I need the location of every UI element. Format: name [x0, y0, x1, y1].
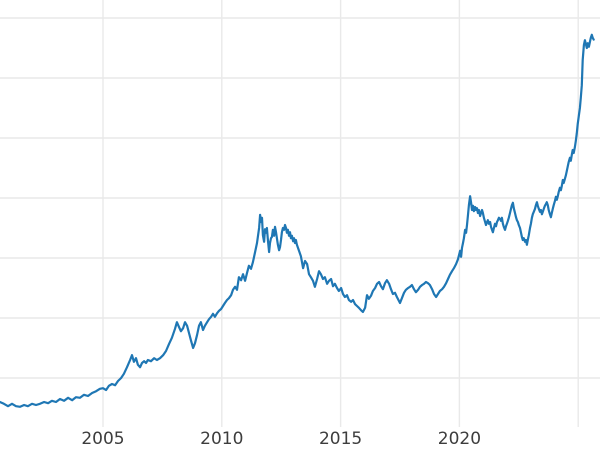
x-tick-label: 2005 — [81, 429, 124, 449]
x-axis-tick-labels: 2005 2010 2015 2020 — [81, 429, 481, 449]
data-series — [0, 33, 595, 408]
x-tick-label: 2010 — [200, 429, 243, 449]
x-tick-label: 2015 — [319, 429, 362, 449]
price-line — [0, 33, 595, 408]
x-tick-label: 2020 — [438, 429, 481, 449]
gridlines — [0, 0, 600, 427]
